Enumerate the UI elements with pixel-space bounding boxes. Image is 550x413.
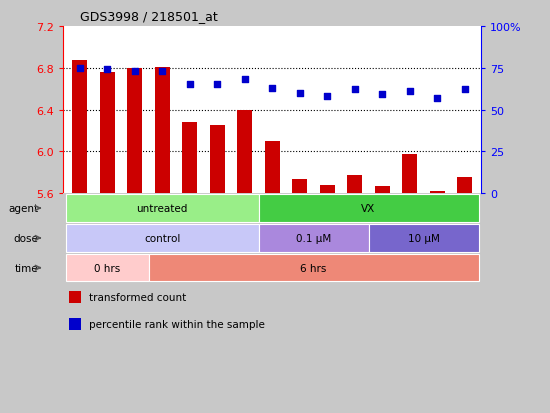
FancyBboxPatch shape bbox=[148, 254, 478, 282]
Text: untreated: untreated bbox=[136, 204, 188, 214]
Point bbox=[185, 82, 194, 88]
Bar bbox=[210, 126, 225, 194]
FancyBboxPatch shape bbox=[368, 225, 478, 252]
Point bbox=[460, 87, 469, 94]
Point bbox=[240, 77, 249, 83]
FancyBboxPatch shape bbox=[258, 225, 369, 252]
Point bbox=[323, 94, 332, 100]
Point bbox=[295, 90, 304, 97]
Bar bbox=[457, 178, 472, 194]
Point bbox=[433, 95, 442, 102]
Text: time: time bbox=[14, 263, 38, 273]
Text: agent: agent bbox=[8, 204, 38, 214]
Bar bbox=[375, 186, 390, 194]
Point bbox=[75, 65, 84, 72]
Text: VX: VX bbox=[361, 204, 376, 214]
FancyBboxPatch shape bbox=[66, 254, 148, 282]
Bar bbox=[320, 185, 335, 194]
Bar bbox=[127, 69, 142, 194]
Point bbox=[103, 67, 112, 74]
Bar bbox=[182, 123, 197, 194]
Bar bbox=[100, 73, 115, 194]
Bar bbox=[347, 176, 362, 194]
Point bbox=[158, 69, 167, 75]
Point bbox=[405, 89, 414, 95]
Bar bbox=[72, 61, 87, 194]
Text: GDS3998 / 218501_at: GDS3998 / 218501_at bbox=[80, 10, 217, 23]
Point bbox=[130, 69, 139, 75]
FancyBboxPatch shape bbox=[66, 195, 258, 222]
Point bbox=[213, 82, 222, 88]
Bar bbox=[402, 155, 417, 194]
FancyBboxPatch shape bbox=[258, 195, 478, 222]
Text: 10 μM: 10 μM bbox=[408, 233, 439, 243]
Text: dose: dose bbox=[13, 233, 38, 243]
Text: 6 hrs: 6 hrs bbox=[300, 263, 327, 273]
Point bbox=[378, 92, 387, 99]
Text: control: control bbox=[144, 233, 180, 243]
Text: 0.1 μM: 0.1 μM bbox=[296, 233, 331, 243]
Text: 0 hrs: 0 hrs bbox=[94, 263, 120, 273]
Text: transformed count: transformed count bbox=[89, 292, 186, 302]
Bar bbox=[430, 192, 445, 194]
Bar bbox=[155, 67, 170, 194]
Point bbox=[268, 85, 277, 92]
FancyBboxPatch shape bbox=[66, 225, 258, 252]
Bar bbox=[237, 110, 252, 194]
Bar bbox=[292, 179, 307, 194]
Text: percentile rank within the sample: percentile rank within the sample bbox=[89, 319, 265, 329]
Point bbox=[350, 87, 359, 94]
Bar bbox=[265, 142, 280, 194]
